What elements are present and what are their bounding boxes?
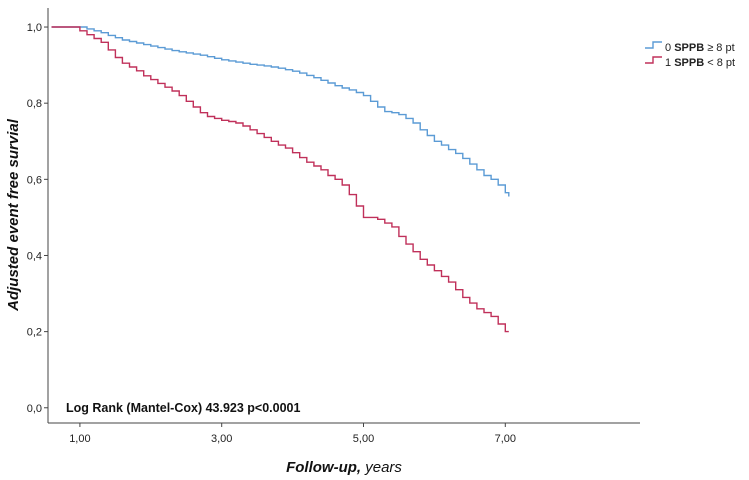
legend-label-bold: SPPB bbox=[674, 57, 704, 69]
y-tick-label: 0,6 bbox=[27, 174, 42, 186]
y-tick-label: 1,0 bbox=[27, 22, 42, 34]
legend-swatch-0 bbox=[645, 41, 662, 49]
legend-label-rest: ≥ 8 pt bbox=[704, 42, 735, 54]
legend-swatch-1 bbox=[645, 56, 662, 64]
y-axis-title: Adjusted event free survial bbox=[5, 118, 22, 312]
x-tick-label: 7,00 bbox=[495, 433, 516, 445]
axes bbox=[47, 8, 640, 424]
x-tick-label: 5,00 bbox=[353, 433, 374, 445]
legend: 0 SPPB ≥ 8 pt 1 SPPB < 8 pt bbox=[645, 41, 735, 69]
legend-code: 0 bbox=[665, 42, 674, 54]
y-tick-label: 0,0 bbox=[27, 403, 42, 415]
y-ticks: 0,0 0,2 0,4 0,6 0,8 1,0 bbox=[27, 22, 48, 415]
x-axis-title-bold: Follow-up, bbox=[286, 459, 361, 476]
legend-label-bold: SPPB bbox=[674, 42, 704, 54]
x-axis-title: Follow-up, years bbox=[286, 459, 402, 476]
y-tick-label: 0,4 bbox=[27, 250, 42, 262]
x-tick-label: 1,00 bbox=[69, 433, 90, 445]
y-tick-label: 0,2 bbox=[27, 327, 42, 339]
legend-entry-0: 0 SPPB ≥ 8 pt bbox=[665, 42, 735, 54]
legend-code: 1 bbox=[665, 57, 674, 69]
x-ticks: 1,00 3,00 5,00 7,00 bbox=[69, 423, 516, 445]
y-tick-label: 0,8 bbox=[27, 98, 42, 110]
x-axis-title-rest: years bbox=[361, 459, 402, 476]
legend-entry-1: 1 SPPB < 8 pt bbox=[665, 57, 735, 69]
x-tick-label: 3,00 bbox=[211, 433, 232, 445]
log-rank-annotation: Log Rank (Mantel-Cox) 43.923 p<0.0001 bbox=[66, 401, 301, 415]
legend-label-rest: < 8 pt bbox=[704, 57, 735, 69]
series-group bbox=[51, 26, 510, 333]
series-line-0 bbox=[51, 26, 510, 197]
series-line-1 bbox=[51, 26, 509, 333]
